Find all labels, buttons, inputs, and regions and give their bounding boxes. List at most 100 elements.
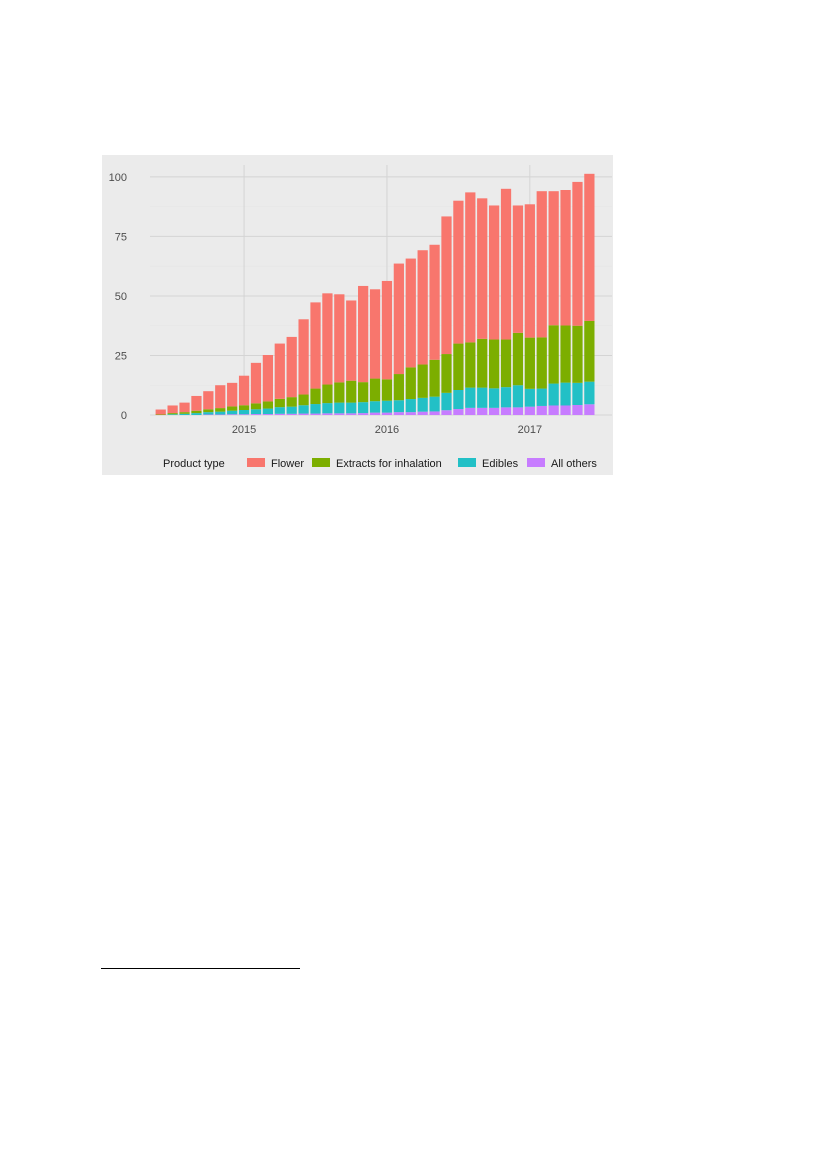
bar-edibles bbox=[358, 402, 369, 414]
bar-edibles bbox=[298, 405, 309, 414]
bar-extracts-for-inhalation bbox=[203, 409, 214, 413]
bar-extracts-for-inhalation bbox=[512, 332, 524, 386]
bar-edibles bbox=[441, 392, 452, 411]
bar-flower bbox=[441, 216, 452, 355]
bar-extracts-for-inhalation bbox=[369, 378, 381, 402]
bar-edibles bbox=[250, 409, 262, 415]
bar-flower bbox=[572, 181, 583, 326]
bar-flower bbox=[227, 382, 238, 407]
bar-extracts-for-inhalation bbox=[524, 337, 535, 389]
bar-flower bbox=[429, 244, 440, 360]
bar-flower bbox=[286, 336, 297, 398]
bar-edibles bbox=[203, 412, 214, 415]
bar-flower bbox=[417, 250, 428, 365]
bar-all-others bbox=[488, 407, 500, 415]
legend-label: Edibles bbox=[482, 458, 519, 470]
bar-extracts-for-inhalation bbox=[274, 398, 285, 408]
bar-extracts-for-inhalation bbox=[441, 354, 452, 393]
y-tick-label: 100 bbox=[109, 172, 127, 184]
bar-flower bbox=[322, 293, 333, 385]
legend-label: Flower bbox=[271, 458, 304, 470]
bar-edibles bbox=[262, 408, 274, 415]
bar-all-others bbox=[274, 413, 285, 415]
bar-all-others bbox=[453, 409, 464, 415]
bar-flower bbox=[381, 280, 393, 380]
bar-all-others bbox=[250, 414, 262, 415]
bar-flower bbox=[453, 200, 464, 344]
bar-flower bbox=[346, 300, 357, 381]
bar-extracts-for-inhalation bbox=[488, 339, 500, 389]
bar-all-others bbox=[417, 411, 428, 415]
bar-flower bbox=[191, 395, 202, 411]
x-tick-label: 2015 bbox=[232, 424, 256, 436]
bar-extracts-for-inhalation bbox=[429, 359, 440, 397]
bar-edibles bbox=[512, 385, 524, 408]
bar-edibles bbox=[274, 407, 285, 414]
bar-all-others bbox=[512, 407, 524, 415]
bar-extracts-for-inhalation bbox=[393, 374, 404, 401]
bar-all-others bbox=[429, 411, 440, 415]
bar-edibles bbox=[584, 381, 595, 405]
bar-flower bbox=[512, 205, 524, 333]
bar-edibles bbox=[334, 402, 345, 414]
legend-label: All others bbox=[551, 458, 597, 470]
bar-flower bbox=[250, 362, 262, 404]
bar-extracts-for-inhalation bbox=[572, 325, 583, 383]
bar-extracts-for-inhalation bbox=[322, 384, 333, 404]
bar-edibles bbox=[488, 388, 500, 408]
bar-edibles bbox=[465, 387, 476, 408]
bar-flower bbox=[524, 204, 535, 338]
bar-extracts-for-inhalation bbox=[179, 412, 190, 414]
bar-edibles bbox=[477, 387, 488, 408]
bar-edibles bbox=[453, 390, 464, 410]
y-tick-label: 0 bbox=[121, 410, 127, 422]
bar-all-others bbox=[441, 410, 452, 415]
bar-edibles bbox=[322, 403, 333, 414]
y-tick-label: 75 bbox=[115, 231, 127, 243]
bar-edibles bbox=[286, 406, 297, 414]
bar-extracts-for-inhalation bbox=[405, 367, 416, 400]
y-axis-tick-labels: 0 25 50 75 100 bbox=[109, 172, 127, 422]
bar-all-others bbox=[500, 407, 512, 415]
bar-extracts-for-inhalation bbox=[250, 403, 262, 410]
bars bbox=[155, 173, 595, 416]
bar-all-others bbox=[536, 405, 547, 415]
legend-label: Extracts for inhalation bbox=[336, 458, 442, 470]
bar-extracts-for-inhalation bbox=[167, 413, 178, 415]
bar-extracts-for-inhalation bbox=[310, 388, 321, 405]
bar-extracts-for-inhalation bbox=[346, 380, 357, 403]
x-tick-label: 2017 bbox=[518, 424, 542, 436]
bar-all-others bbox=[298, 413, 309, 415]
bar-all-others bbox=[286, 413, 297, 415]
legend-swatch bbox=[458, 458, 476, 467]
bar-edibles bbox=[238, 410, 250, 415]
bar-extracts-for-inhalation bbox=[227, 406, 238, 411]
bar-flower bbox=[548, 191, 559, 326]
bar-extracts-for-inhalation bbox=[262, 401, 274, 409]
footnote-separator bbox=[101, 968, 300, 969]
bar-all-others bbox=[346, 413, 357, 415]
bar-flower bbox=[560, 190, 571, 326]
legend: Product type Flower Extracts for inhalatio… bbox=[163, 458, 597, 470]
bar-flower bbox=[465, 192, 476, 343]
bar-edibles bbox=[417, 397, 428, 412]
bar-edibles bbox=[179, 413, 190, 415]
bar-flower bbox=[215, 385, 226, 409]
bar-flower bbox=[488, 205, 500, 340]
bar-extracts-for-inhalation bbox=[477, 338, 488, 388]
bar-extracts-for-inhalation bbox=[500, 339, 512, 388]
legend-swatch bbox=[247, 458, 265, 467]
bar-flower bbox=[536, 191, 547, 338]
bar-extracts-for-inhalation bbox=[548, 325, 559, 384]
bar-all-others bbox=[369, 412, 381, 415]
bar-all-others bbox=[477, 407, 488, 415]
bar-all-others bbox=[572, 405, 583, 415]
bar-all-others bbox=[405, 412, 416, 415]
bar-flower bbox=[203, 391, 214, 410]
bar-extracts-for-inhalation bbox=[381, 379, 393, 401]
bar-edibles bbox=[548, 383, 559, 406]
bar-flower bbox=[393, 263, 404, 375]
bar-all-others bbox=[393, 412, 404, 415]
y-tick-label: 50 bbox=[115, 291, 127, 303]
bar-edibles bbox=[227, 410, 238, 415]
